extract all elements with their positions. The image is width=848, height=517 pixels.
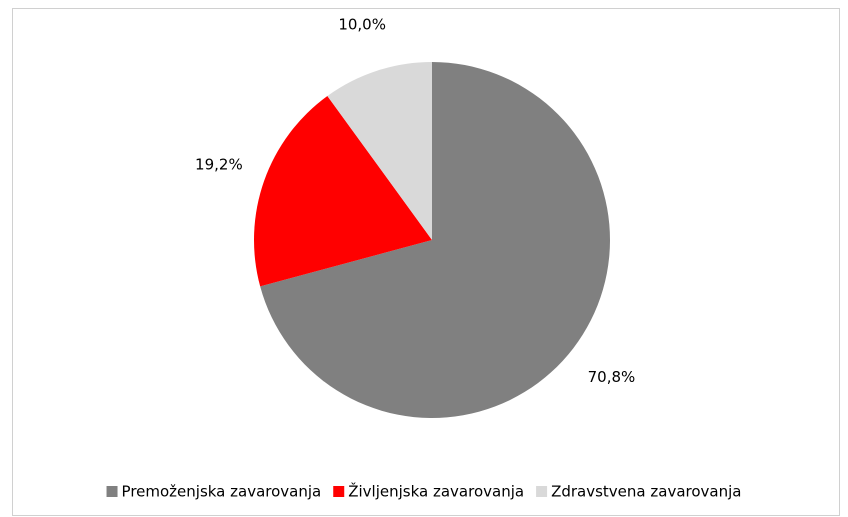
legend-swatch (333, 486, 345, 497)
pie-slice (254, 95, 432, 287)
legend-swatch (106, 486, 118, 497)
legend-swatch (536, 486, 548, 497)
legend-label: Življenjska zavarovanja (348, 482, 524, 501)
legend-label: Premoženjska zavarovanja (122, 483, 322, 501)
pie-slice (260, 62, 611, 419)
data-label: 10,0% (338, 16, 386, 34)
data-label: 19,2% (195, 155, 243, 173)
legend-label: Zdravstvena zavarovanja (551, 483, 741, 501)
pie-slice (327, 62, 432, 240)
data-label: 70,8% (588, 368, 636, 386)
